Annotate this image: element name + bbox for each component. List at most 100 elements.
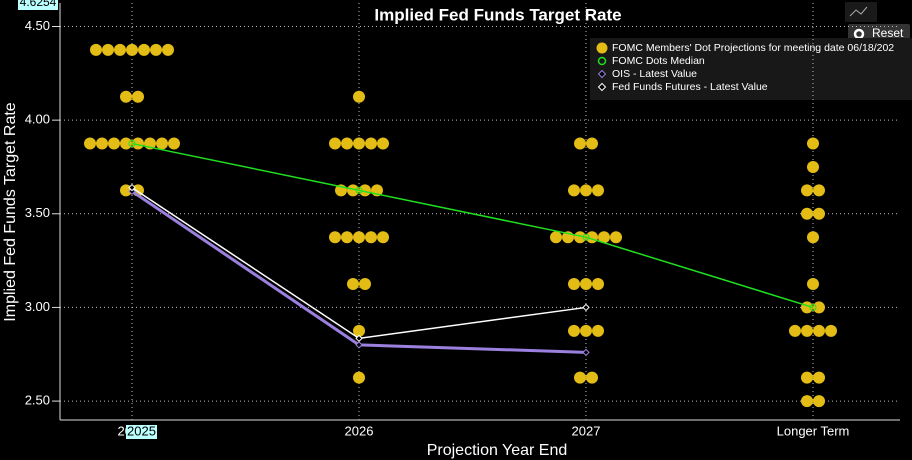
dot — [813, 301, 825, 314]
chart-title: Implied Fed Funds Target Rate — [374, 5, 621, 24]
x-tick-label: 2027 — [572, 423, 601, 438]
dot — [84, 137, 96, 150]
dot — [807, 278, 819, 291]
dot — [132, 137, 144, 150]
dot — [120, 90, 132, 103]
x-axis-label: Projection Year End — [427, 442, 568, 459]
dot — [329, 231, 341, 244]
dot — [168, 137, 180, 150]
y-tick-label: 2.50 — [25, 393, 50, 408]
dot — [592, 278, 604, 291]
legend-swatch — [597, 69, 607, 79]
dot — [96, 137, 108, 150]
dot — [574, 371, 586, 384]
chart-type-button[interactable] — [845, 2, 877, 22]
dot — [801, 184, 813, 197]
y-tick-label: 4.00 — [25, 112, 50, 127]
dot — [807, 231, 819, 244]
crosshair-x-label: 2025 — [127, 423, 156, 438]
dot — [610, 231, 622, 244]
dot — [550, 231, 562, 244]
dot — [586, 137, 598, 150]
line-marker — [582, 348, 590, 357]
line-marker — [355, 186, 363, 194]
y-tick-label: 3.00 — [25, 299, 50, 314]
dot — [598, 231, 610, 244]
dot — [807, 160, 819, 173]
line-marker — [355, 334, 363, 343]
dot — [377, 137, 389, 150]
y-axis-label: Implied Fed Funds Target Rate — [2, 102, 19, 321]
line-marker — [809, 303, 817, 311]
legend-label: Fed Funds Futures - Latest Value — [612, 81, 768, 93]
line-marker — [128, 140, 136, 148]
dot — [126, 43, 138, 56]
dot — [801, 395, 813, 408]
line-marker — [582, 233, 590, 241]
dot — [825, 324, 837, 337]
crosshair-y-label: 4.6254 — [20, 0, 57, 9]
line-marker — [128, 187, 136, 196]
x-tick-label: Longer Term — [777, 423, 850, 438]
y-tick-label: 4.50 — [25, 18, 50, 33]
legend-swatch — [597, 56, 607, 66]
crosshair-y-box — [18, 0, 58, 10]
dot — [114, 43, 126, 56]
y-tick-label: 3.50 — [25, 205, 50, 220]
line-marker — [582, 303, 590, 312]
dot — [359, 278, 371, 291]
crosshair-x-box — [126, 425, 157, 439]
dot — [353, 371, 365, 384]
dot — [156, 137, 168, 150]
legend-label: FOMC Dots Median — [612, 55, 705, 67]
dot — [341, 137, 353, 150]
dot — [574, 231, 586, 244]
dot — [568, 324, 580, 337]
dot — [377, 231, 389, 244]
line-marker — [355, 341, 363, 349]
legend-box — [590, 38, 912, 100]
dot — [580, 278, 592, 291]
dot — [574, 137, 586, 150]
dot — [813, 371, 825, 384]
legend-swatch — [596, 42, 608, 54]
legend-swatch — [597, 82, 607, 92]
legend-label: FOMC Members' Dot Projections for meetin… — [612, 42, 894, 54]
reset-label[interactable]: Reset — [872, 26, 904, 40]
dot — [347, 184, 359, 197]
dot — [801, 324, 813, 337]
dot — [162, 43, 174, 56]
dot — [120, 137, 132, 150]
dot — [801, 207, 813, 220]
dot — [813, 395, 825, 408]
dot — [353, 90, 365, 103]
dot — [789, 324, 801, 337]
dot — [132, 90, 144, 103]
dot — [150, 43, 162, 56]
dot — [586, 371, 598, 384]
dot — [592, 184, 604, 197]
dot — [108, 137, 120, 150]
series-line — [131, 142, 814, 309]
dot — [353, 231, 365, 244]
dot — [813, 207, 825, 220]
dot — [365, 231, 377, 244]
dot — [90, 43, 102, 56]
dot — [580, 324, 592, 337]
dot — [807, 137, 819, 150]
dot — [353, 324, 365, 337]
dot — [359, 184, 371, 197]
legend-label: OIS - Latest Value — [612, 68, 697, 80]
chart-type-icon — [849, 6, 868, 17]
dot — [102, 43, 114, 56]
dot — [341, 231, 353, 244]
dot — [813, 184, 825, 197]
dot — [813, 324, 825, 337]
line-marker — [128, 183, 136, 192]
dot — [568, 278, 580, 291]
dot — [801, 371, 813, 384]
dot — [580, 184, 592, 197]
dot — [592, 324, 604, 337]
